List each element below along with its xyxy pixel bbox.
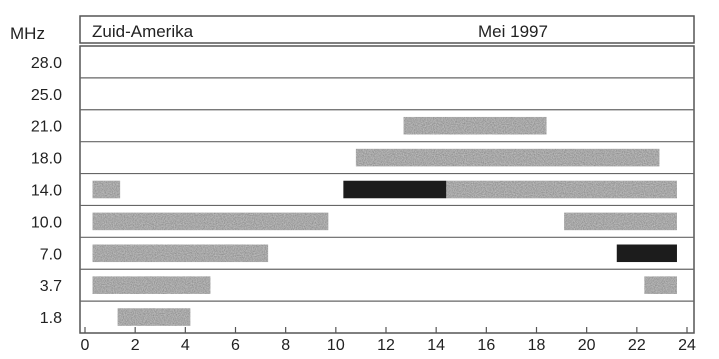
y-tick-label: 18.0 [31, 151, 62, 168]
y-axis-label: MHz [10, 24, 45, 43]
y-tick-label: 14.0 [31, 183, 62, 200]
y-tick-label: 1.8 [40, 310, 62, 327]
bars-layer [92, 116, 677, 326]
bar-medium-1-8 [117, 308, 191, 326]
x-tick-labels: 0 2 4 6 8 10 12 14 16 18 20 22 24 [81, 337, 696, 354]
x-tick-label: 18 [528, 337, 546, 354]
band-rows [80, 77, 694, 302]
y-tick-label: 25.0 [31, 87, 62, 104]
y-tick-label: 7.0 [40, 246, 62, 263]
bar-high-7-0 [616, 244, 677, 263]
y-tick-label: 28.0 [31, 55, 62, 72]
x-tick-marks [84, 327, 688, 333]
bar-medium-7-0 [92, 244, 269, 263]
x-tick-label: 6 [231, 337, 240, 354]
x-tick-label: 2 [131, 337, 140, 354]
x-tick-label: 12 [377, 337, 395, 354]
bar-medium-10-0 [564, 212, 677, 231]
bar-medium-18-0 [355, 148, 660, 167]
bar-medium-3-7 [644, 276, 677, 294]
plot-frame [79, 45, 695, 334]
y-tick-labels: 28.0 25.0 21.0 18.0 14.0 10.0 7.0 3.7 1.8 [31, 55, 62, 327]
bar-medium-21-0 [403, 116, 547, 135]
bar-medium-14-0 [446, 180, 677, 199]
bar-high-14-0 [343, 180, 447, 199]
x-tick-label: 10 [327, 337, 345, 354]
chart-subtitle: Mei 1997 [478, 22, 548, 41]
y-tick-label: 21.0 [31, 119, 62, 136]
x-tick-label: 14 [427, 337, 445, 354]
x-tick-label: 16 [477, 337, 495, 354]
bar-medium-10-0 [92, 212, 329, 231]
x-tick-label: 24 [678, 337, 696, 354]
x-tick-label: 8 [281, 337, 290, 354]
y-tick-label: 10.0 [31, 214, 62, 231]
x-tick-label: 4 [181, 337, 190, 354]
y-tick-label: 3.7 [40, 278, 62, 295]
x-tick-label: 0 [81, 337, 90, 354]
bar-medium-3-7 [92, 276, 211, 294]
bar-medium-14-0 [92, 180, 121, 199]
x-tick-label: 22 [628, 337, 646, 354]
chart-title: Zuid-Amerika [92, 22, 194, 41]
header-box [79, 15, 695, 44]
x-tick-label: 20 [578, 337, 596, 354]
